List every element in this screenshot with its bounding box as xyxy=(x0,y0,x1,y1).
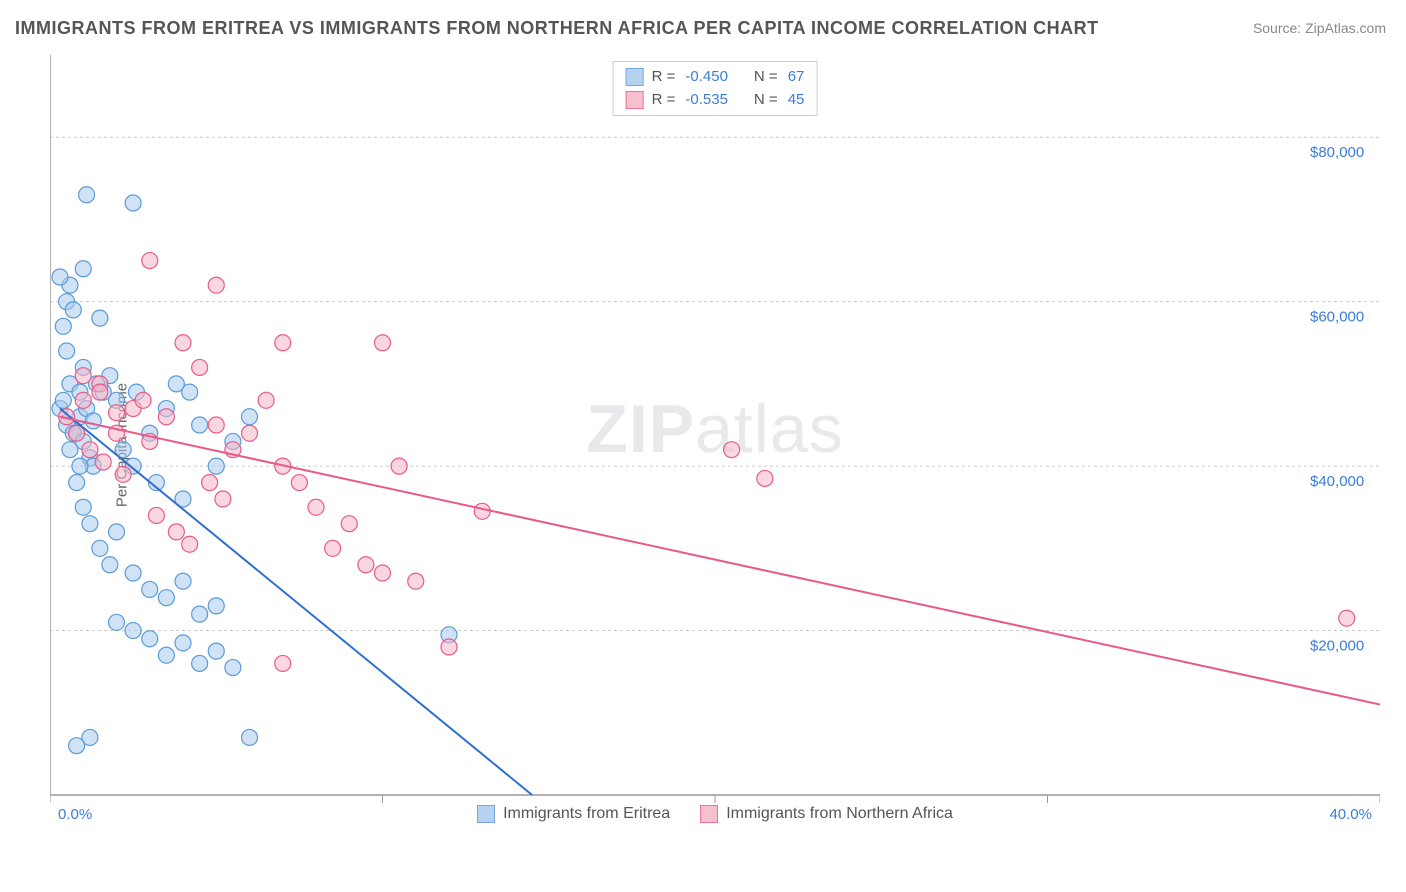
svg-text:$80,000: $80,000 xyxy=(1310,144,1364,161)
series-legend: Immigrants from Eritrea Immigrants from … xyxy=(50,805,1380,823)
chart-svg: $20,000 $40,000 $60,000 $80,000 xyxy=(50,55,1380,835)
n-label: N = xyxy=(754,66,778,89)
swatch-nafrica xyxy=(700,805,718,823)
r-label: R = xyxy=(652,66,676,89)
r-value-nafrica: -0.535 xyxy=(685,89,728,112)
correlation-legend: R = -0.450 N = 67 R = -0.535 N = 45 xyxy=(613,61,818,116)
n-label: N = xyxy=(754,89,778,112)
n-value-eritrea: 67 xyxy=(788,66,805,89)
legend-item-eritrea: Immigrants from Eritrea xyxy=(477,805,670,823)
legend-row-eritrea: R = -0.450 N = 67 xyxy=(626,66,805,89)
swatch-nafrica xyxy=(626,91,644,109)
swatch-eritrea xyxy=(477,805,495,823)
r-label: R = xyxy=(652,89,676,112)
svg-text:$60,000: $60,000 xyxy=(1310,309,1364,326)
n-value-nafrica: 45 xyxy=(788,89,805,112)
r-value-eritrea: -0.450 xyxy=(685,66,728,89)
legend-item-nafrica: Immigrants from Northern Africa xyxy=(700,805,953,823)
series-label-nafrica: Immigrants from Northern Africa xyxy=(726,805,953,823)
chart-plot-area: Per Capita Income R = -0.450 N = 67 R = … xyxy=(50,55,1380,835)
svg-text:$20,000: $20,000 xyxy=(1310,638,1364,655)
swatch-eritrea xyxy=(626,68,644,86)
chart-title: IMMIGRANTS FROM ERITREA VS IMMIGRANTS FR… xyxy=(15,18,1099,39)
legend-row-nafrica: R = -0.535 N = 45 xyxy=(626,89,805,112)
series-label-eritrea: Immigrants from Eritrea xyxy=(503,805,670,823)
source-attribution: Source: ZipAtlas.com xyxy=(1253,20,1386,36)
svg-text:$40,000: $40,000 xyxy=(1310,473,1364,490)
